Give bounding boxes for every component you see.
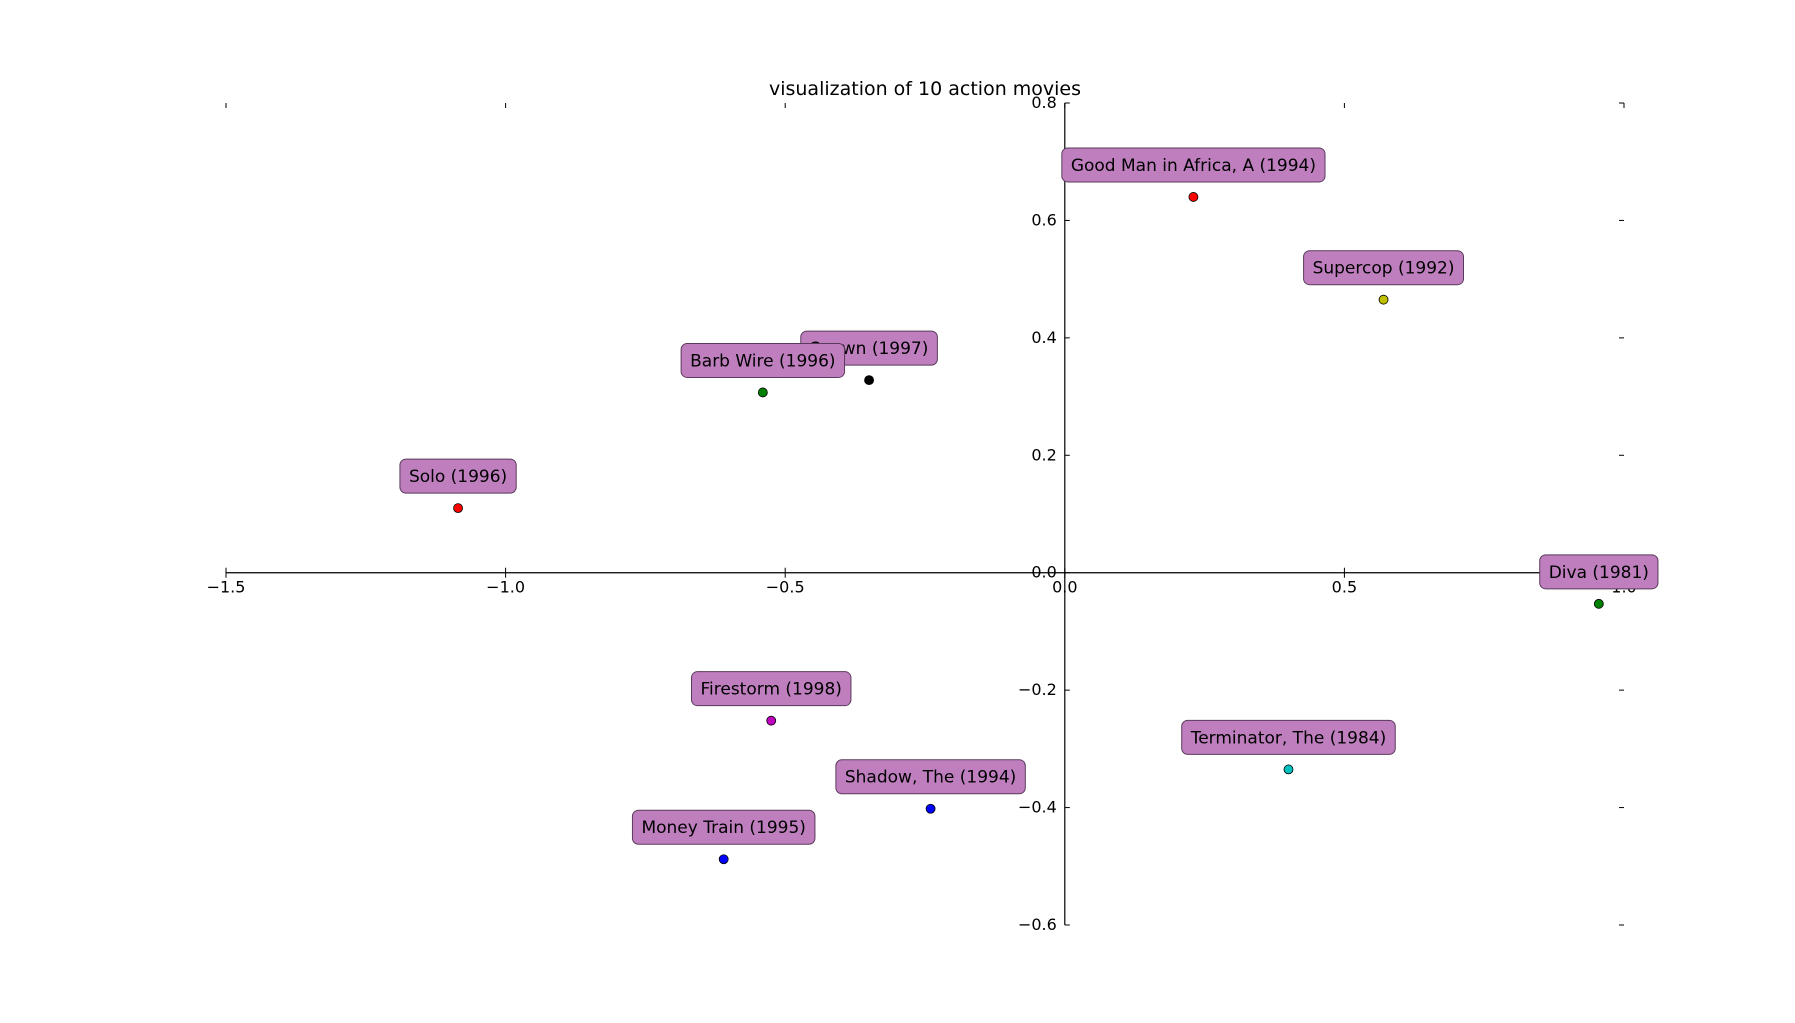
point-label: Terminator, The (1984) <box>1190 728 1387 748</box>
data-point <box>718 854 729 865</box>
point-label: Supercop (1992) <box>1313 259 1455 279</box>
point-label: Diva (1981) <box>1549 563 1649 583</box>
point-label: Money Train (1995) <box>641 818 806 838</box>
point-label-box <box>1061 147 1326 183</box>
y-tick-label: −0.2 <box>1018 680 1057 699</box>
y-tick-label: −0.6 <box>1018 915 1057 934</box>
y-tick-label: 0.6 <box>1031 210 1056 229</box>
y-tick-label: −0.4 <box>1018 798 1057 817</box>
point-label-group: Shadow, The (1994) <box>835 759 1026 795</box>
y-tick-label: 0.2 <box>1031 445 1056 464</box>
x-tick-label: 0.0 <box>1052 578 1077 597</box>
y-tick-label: 0.4 <box>1031 328 1056 347</box>
point-label-box <box>690 671 852 707</box>
y-tick-label: 0.0 <box>1031 563 1056 582</box>
data-point <box>766 715 777 726</box>
point-labels: Good Man in Africa, A (1994) Supercop (19… <box>399 147 1659 845</box>
chart-title: visualization of 10 action movies <box>769 78 1081 100</box>
point-label-box <box>1181 719 1396 755</box>
point-label-box <box>399 458 517 494</box>
y-tick-label: 0.8 <box>1031 93 1056 112</box>
axes: −1.5−1.0−0.50.00.51.0−0.6−0.4−0.20.00.20… <box>207 93 1637 934</box>
point-label-group: Diva (1981) <box>1539 554 1659 590</box>
data-point <box>1378 294 1389 305</box>
point-label-group: Money Train (1995) <box>631 809 816 845</box>
data-point <box>1593 598 1604 609</box>
point-label-group: Supercop (1992) <box>1303 250 1464 286</box>
data-points <box>453 192 1604 865</box>
data-point <box>757 387 768 398</box>
data-point <box>864 375 874 386</box>
data-point <box>1188 192 1199 202</box>
point-label: Barb Wire (1996) <box>690 351 835 371</box>
point-label-group: Good Man in Africa, A (1994) <box>1061 147 1326 183</box>
point-label: Good Man in Africa, A (1994) <box>1071 156 1316 176</box>
data-point <box>1283 764 1294 775</box>
point-label-box <box>631 809 816 845</box>
point-label-group: Firestorm (1998) <box>690 671 852 707</box>
point-label-group: Barb Wire (1996) <box>680 342 846 378</box>
point-label: Solo (1996) <box>409 467 507 487</box>
point-label: Firestorm (1998) <box>700 680 841 700</box>
data-point <box>925 803 936 814</box>
x-tick-label: 0.5 <box>1332 578 1357 597</box>
data-point <box>453 503 463 514</box>
point-label-box <box>835 759 1026 795</box>
x-tick-label: −1.0 <box>486 578 525 597</box>
point-label: Shadow, The (1994) <box>845 768 1016 788</box>
point-label-group: Solo (1996) <box>399 458 517 494</box>
point-label-box <box>1539 554 1659 590</box>
x-tick-label: −1.5 <box>207 578 246 597</box>
x-tick-label: −0.5 <box>766 578 805 597</box>
point-label-group: Terminator, The (1984) <box>1181 719 1396 755</box>
point-label-box <box>680 342 846 378</box>
point-label-box <box>1303 250 1464 286</box>
